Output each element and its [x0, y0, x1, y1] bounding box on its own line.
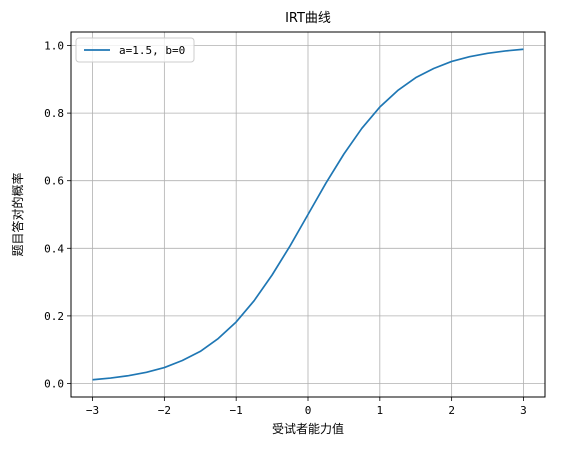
y-axis-ticks: 0.0 0.2 0.4 0.6 0.8 1.0 — [44, 40, 71, 391]
x-tick-label: 1 — [377, 404, 384, 417]
y-tick-label: 0.6 — [44, 175, 64, 188]
y-tick-label: 0.2 — [44, 310, 64, 323]
x-axis-ticks: −3 −2 −1 0 1 2 3 — [86, 397, 527, 417]
y-tick-label: 0.4 — [44, 242, 64, 255]
y-tick-label: 1.0 — [44, 40, 64, 53]
y-axis-label: 题目答对的概率 — [10, 172, 25, 256]
x-tick-label: 0 — [305, 404, 312, 417]
chart-title: IRT曲线 — [285, 11, 331, 26]
x-axis-label: 受试者能力值 — [272, 421, 344, 436]
y-tick-label: 0.0 — [44, 377, 64, 390]
x-tick-label: 2 — [448, 404, 455, 417]
x-tick-label: −3 — [86, 404, 99, 417]
y-tick-label: 0.8 — [44, 107, 64, 120]
x-tick-label: −1 — [230, 404, 243, 417]
x-tick-label: −2 — [158, 404, 171, 417]
legend: a=1.5, b=0 — [76, 38, 194, 62]
legend-entry-label: a=1.5, b=0 — [119, 44, 185, 57]
x-tick-label: 3 — [520, 404, 527, 417]
